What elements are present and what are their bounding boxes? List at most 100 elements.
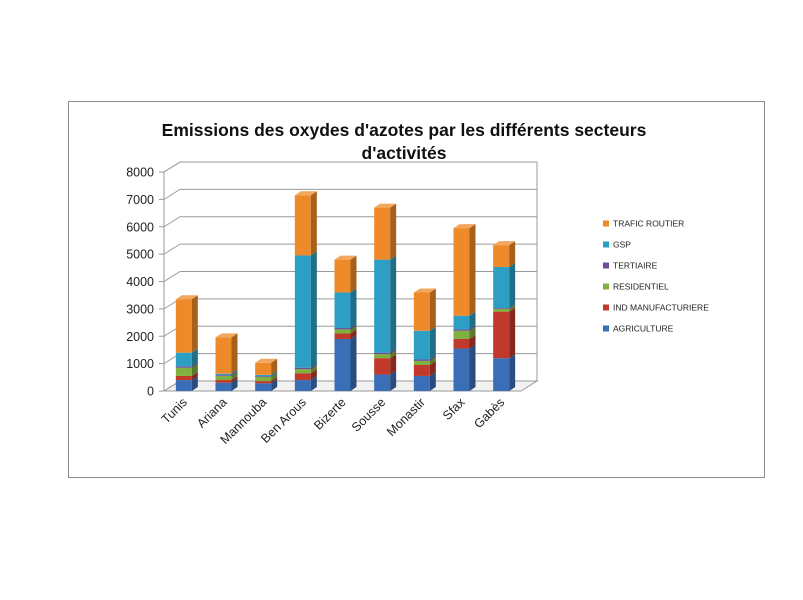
bar-segment: [413, 364, 430, 376]
bar-top: [294, 191, 317, 196]
legend-label: IND MANUFACTURIERE: [613, 303, 709, 313]
bar-segment-side: [429, 288, 436, 331]
bar-segment: [374, 352, 391, 355]
bar-segment-side: [429, 360, 436, 376]
y-tick-label: 5000: [126, 248, 154, 262]
bar-segment: [334, 333, 351, 339]
bar-stack: [215, 333, 238, 391]
bar-top: [175, 295, 198, 300]
bar-segment-side: [469, 326, 476, 339]
bar-segment: [215, 375, 232, 381]
bar-top: [413, 288, 436, 293]
bar-segment-side: [469, 224, 476, 316]
bar-segment: [255, 374, 272, 377]
gridline: [163, 271, 537, 282]
legend-swatch: [603, 283, 609, 290]
bar-segment-side: [271, 370, 278, 377]
bar-stack: [334, 255, 357, 391]
bar-segment-side: [310, 191, 317, 256]
chart-frame: Emissions des oxydes d'azotes par les di…: [68, 101, 765, 478]
bar-segment: [334, 329, 351, 334]
bar-segment-side: [390, 348, 397, 355]
bar-segment-side: [231, 371, 238, 376]
bar-top: [255, 358, 278, 363]
legend-swatch: [603, 262, 609, 269]
y-tick-label: 0: [147, 385, 154, 399]
bar-segment-side: [429, 326, 436, 360]
bar-segment: [374, 374, 391, 391]
bar-segment-side: [231, 369, 238, 376]
bar-stack: [413, 288, 436, 391]
bar-segment-side: [390, 255, 397, 353]
bar-segment: [175, 375, 192, 381]
bar-segment: [255, 362, 272, 375]
x-tick-label: Bizerte: [311, 395, 348, 432]
bar-segment: [374, 358, 391, 375]
bar-stack: [374, 203, 397, 391]
bar-segment: [294, 373, 311, 381]
legend-swatch: [603, 241, 609, 248]
legend-label: RESIDENTIEL: [613, 282, 669, 292]
legend-label: TRAFIC ROUTIER: [613, 219, 684, 229]
bar-segment: [255, 377, 272, 382]
bar-top: [215, 333, 238, 338]
bar-segment-side: [509, 307, 516, 359]
legend: TRAFIC ROUTIER GSP TERTIAIRE RESIDENTIEL IND…: [603, 219, 709, 334]
bar-segment: [294, 367, 311, 370]
y-tick-label: 4000: [126, 275, 154, 289]
bar-segment: [453, 228, 470, 316]
legend-item: IND MANUFACTURIERE: [603, 303, 709, 313]
bar-segment-side: [469, 344, 476, 391]
bar-segment-side: [390, 354, 397, 375]
gridline: [163, 243, 537, 255]
bar-segment-side: [191, 371, 198, 381]
legend-label: AGRICULTURE: [613, 324, 674, 334]
bar-segment: [493, 266, 510, 309]
bar-segment-side: [429, 356, 436, 365]
bar-segment: [255, 381, 272, 384]
y-tick-label: 1000: [126, 357, 154, 371]
bar-segment-side: [350, 255, 357, 293]
bar-segment: [493, 358, 510, 391]
legend-label: GSP: [613, 240, 631, 250]
legend-swatch: [603, 325, 609, 332]
bar-segment-side: [231, 376, 238, 383]
bar-top: [374, 203, 397, 208]
bar-stack: [453, 224, 476, 391]
y-tick-label: 2000: [126, 330, 154, 344]
legend-item: RESIDENTIEL: [603, 282, 669, 292]
bar-segment: [175, 367, 192, 376]
bar-top: [334, 255, 357, 260]
bar-segment-side: [429, 355, 436, 361]
bar-segment: [334, 328, 351, 330]
bar-segment: [334, 259, 351, 293]
bar-segment: [374, 259, 391, 353]
bars: [175, 191, 516, 391]
bar-stack: [294, 191, 317, 391]
bar-segment: [334, 338, 351, 391]
bar-segment: [413, 292, 430, 331]
bar-segment: [215, 373, 232, 376]
bar-segment-side: [271, 379, 278, 391]
legend-item: TRAFIC ROUTIER: [603, 219, 684, 229]
bar-segment-side: [231, 378, 238, 391]
bar-segment-side: [390, 370, 397, 391]
bar-segment-side: [350, 329, 357, 339]
bar-segment: [294, 195, 311, 256]
bar-segment: [215, 380, 232, 383]
bar-segment: [255, 376, 272, 378]
bar-segment: [215, 382, 232, 391]
bar-segment: [493, 245, 510, 267]
bar-segment-side: [429, 371, 436, 391]
y-tick-label: 7000: [126, 193, 154, 207]
x-tick-label: Monastir: [384, 395, 428, 439]
bar-segment: [175, 380, 192, 391]
bar-segment-side: [509, 354, 516, 391]
bar-segment-side: [390, 203, 397, 260]
bar-segment: [413, 330, 430, 360]
bar-segment-side: [509, 262, 516, 309]
bar-segment: [493, 311, 510, 359]
bar-segment-side: [191, 348, 198, 367]
bar-segment-side: [509, 304, 516, 309]
x-tick-label: Sfax: [440, 395, 468, 423]
